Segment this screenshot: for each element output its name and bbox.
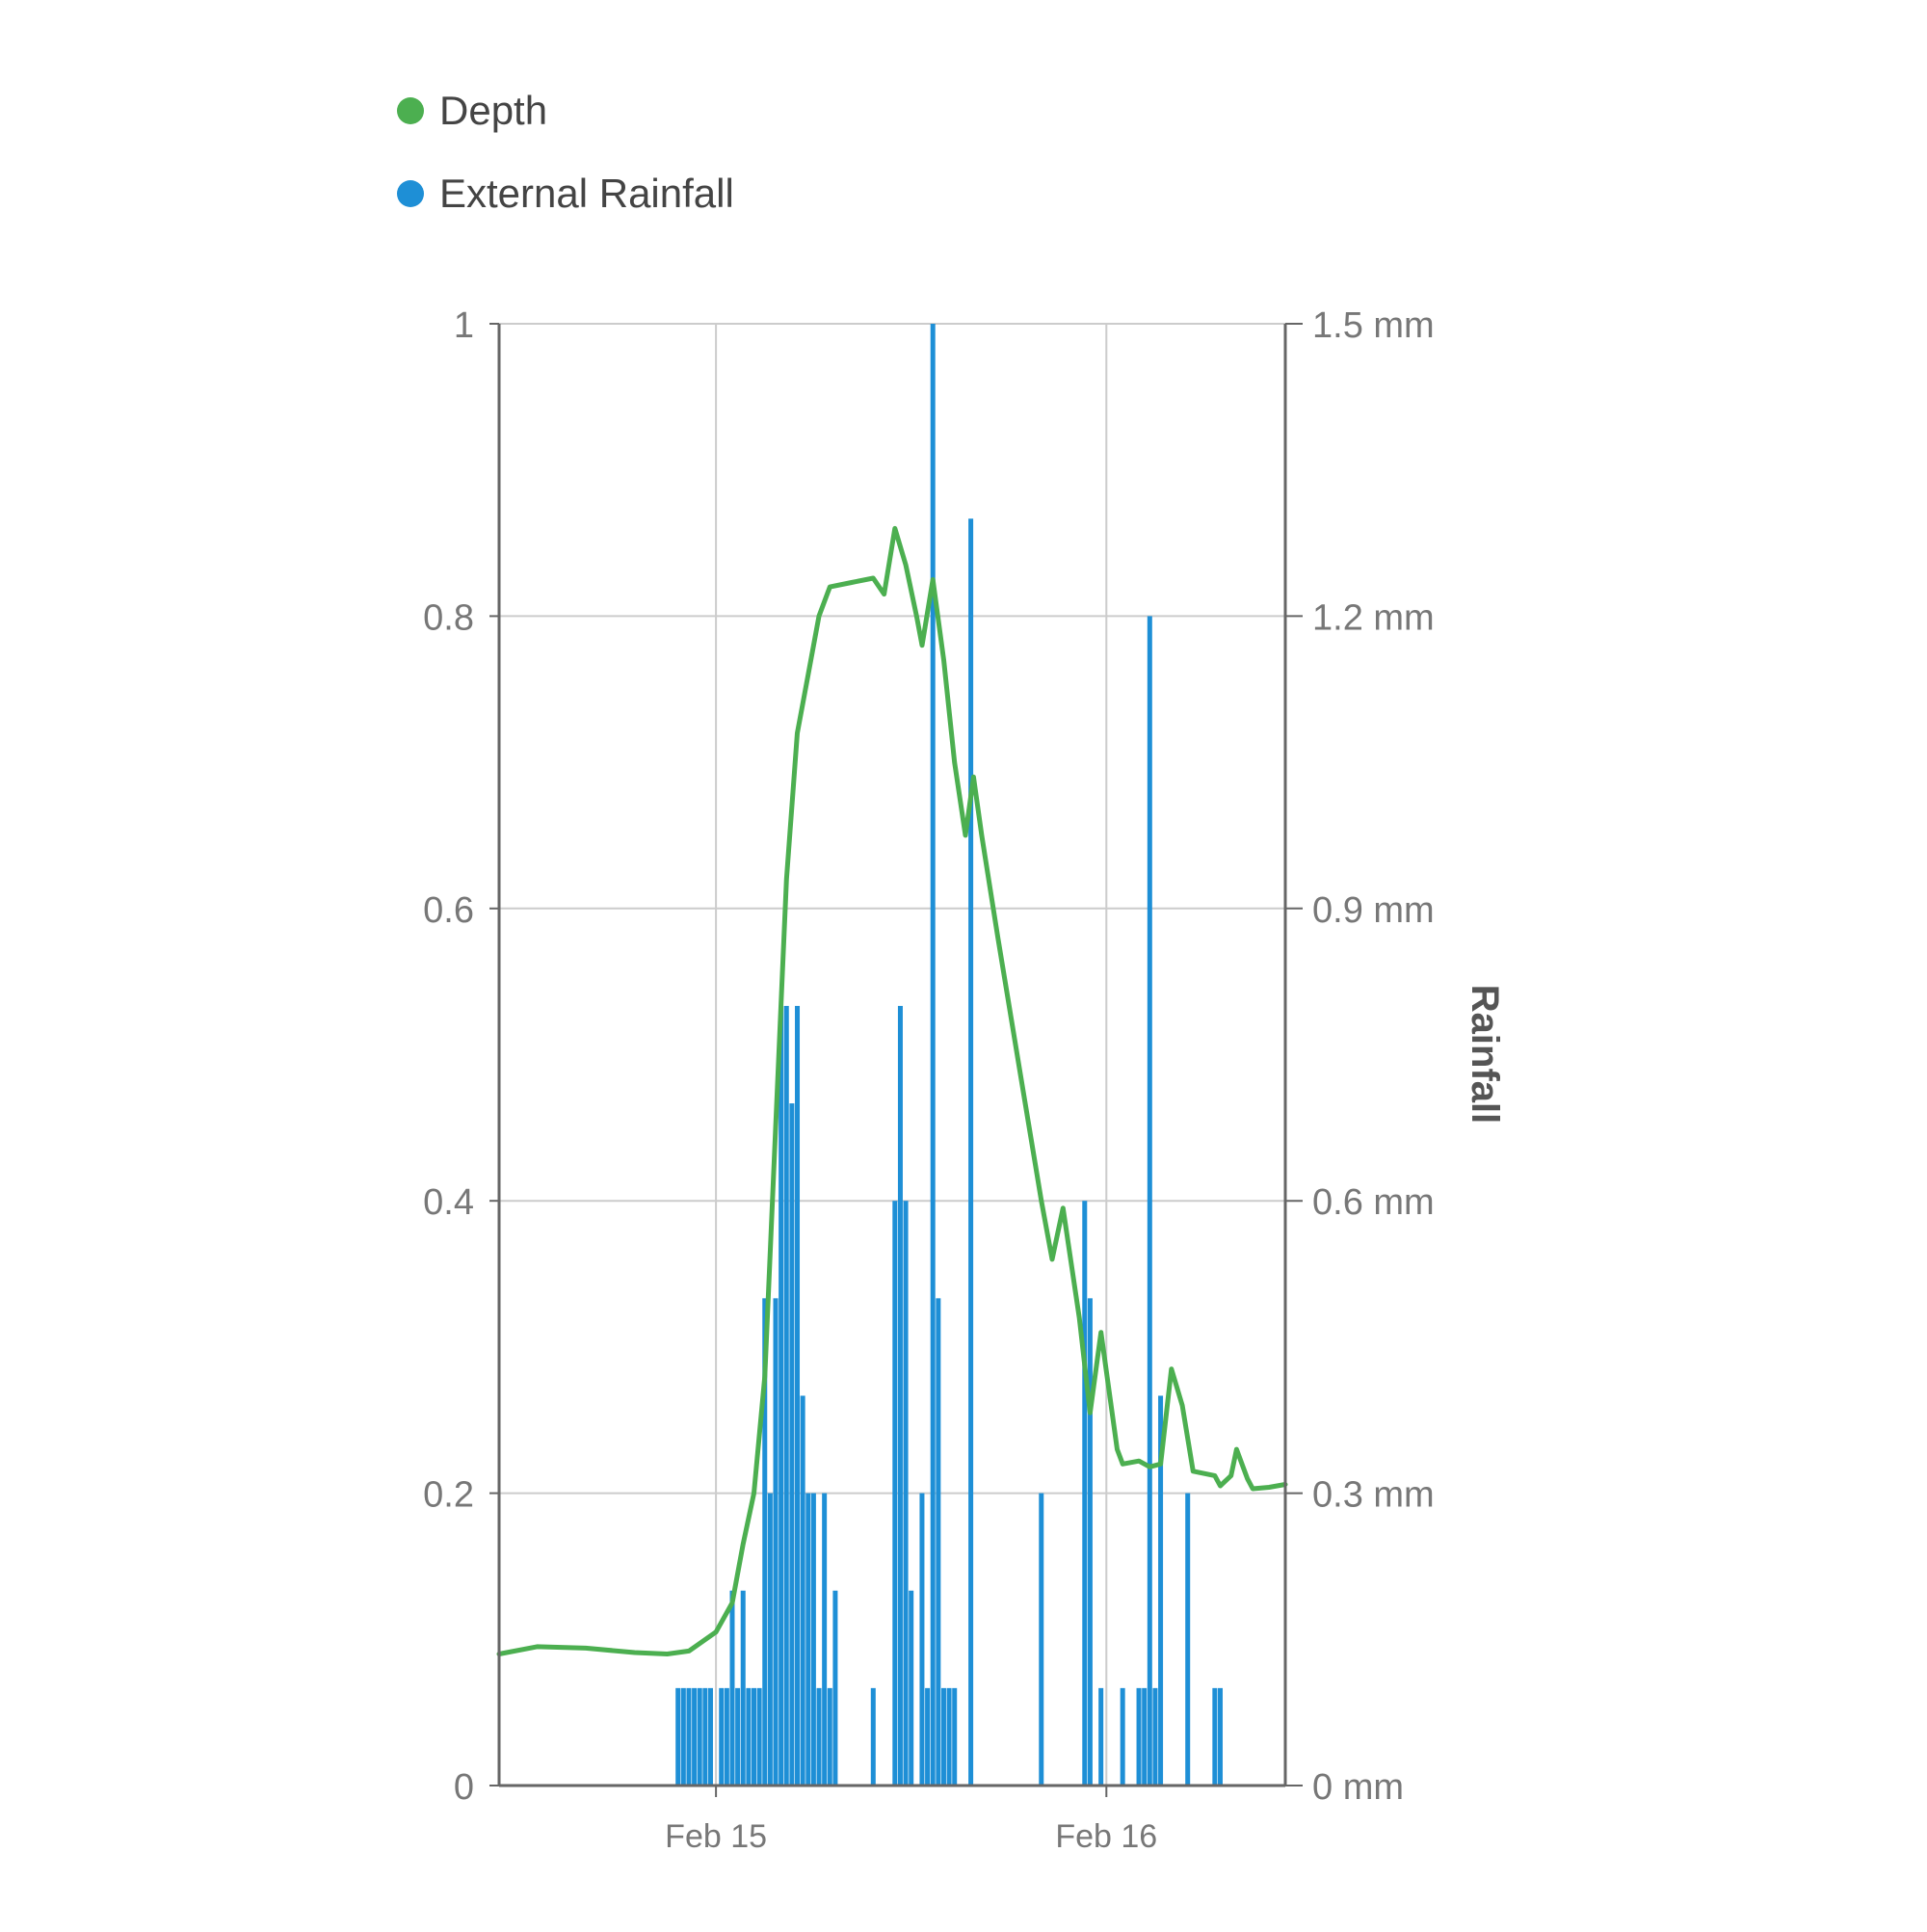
rainfall-bar [1212,1687,1218,1786]
rainfall-bar [822,1493,828,1786]
rainfall-bar [724,1687,729,1786]
rainfall-bar [800,1395,805,1786]
grid-lines [499,323,1285,1786]
rainfall-bar [952,1687,958,1786]
rainfall-bar [740,1590,746,1786]
rainfall-bar [767,1493,773,1786]
left-y-tick-label: 0.4 [423,1182,474,1223]
legend: Depth External Rainfall [397,69,734,235]
rainfall-bar [773,1298,779,1786]
rainfall-bar [697,1687,702,1786]
rainfall-bar [751,1687,756,1786]
rainfall-bar [692,1687,698,1786]
rainfall-bar [795,1005,801,1786]
rainfall-bar [1098,1687,1104,1786]
rainfall-bar [832,1590,838,1786]
rainfall-bar [1120,1687,1125,1786]
depth-line [496,525,1288,1656]
depth-legend-dot-icon [397,97,424,124]
rainfall-bar [925,1687,931,1786]
left-y-tick-label: 0 [454,1767,474,1808]
rainfall-bar [810,1493,816,1786]
legend-label-external-rainfall: External Rainfall [439,171,734,216]
x-tick-label: Feb 15 [665,1818,767,1855]
axes [489,323,1303,1797]
rainfall-bar [897,1005,903,1786]
rainfall-bar [756,1687,762,1786]
rainfall-bar [1152,1687,1158,1786]
rainfall-bar [1136,1687,1142,1786]
rainfall-bar [1217,1687,1223,1786]
rainfall-bar [686,1687,692,1786]
rainfall-bar [946,1687,952,1786]
rainfall-bar [1142,1687,1148,1786]
right-y-tick-label: 0.9 mm [1312,890,1435,931]
tick-labels: 0 0.2 0.4 0.6 0.8 1 0 mm 0.3 mm 0.6 mm 0.9 mm 1.2 … [423,305,1506,1855]
rainfall-bar [779,1005,784,1786]
rainfall-bar [789,1103,795,1786]
left-y-tick-label: 0.8 [423,597,474,638]
rainfall-bar [702,1687,708,1786]
rainfall-bar [805,1493,811,1786]
rainfall-bar [719,1687,725,1786]
rainfall-bar [735,1687,741,1786]
rainfall-bar [919,1493,925,1786]
legend-label-depth: Depth [439,88,548,133]
rainfall-bar [1087,1298,1093,1786]
depth-line-layer [496,525,1288,1656]
right-y-tick-label: 1.2 mm [1312,597,1435,638]
right-y-tick-label: 0.6 mm [1312,1182,1435,1223]
left-y-tick-label: 1 [454,305,474,346]
rainfall-bar [892,1201,898,1786]
rainfall-bar [680,1687,686,1786]
rainfall-bar [816,1687,822,1786]
right-y-tick-label: 0.3 mm [1312,1475,1435,1516]
x-tick-label: Feb 16 [1055,1818,1157,1855]
rainfall-legend-dot-icon [397,180,424,207]
legend-item-depth[interactable]: Depth [397,69,734,152]
left-y-tick-label: 0.6 [423,890,474,931]
rainfall-bar [729,1590,735,1786]
rainfall-bar [783,1005,789,1786]
rainfall-bar [936,1298,941,1786]
rainfall-bar [1082,1201,1088,1786]
rainfall-bar [1039,1493,1044,1786]
rainfall-bar [675,1687,681,1786]
rainfall-bar [827,1687,832,1786]
rainfall-bar [1147,616,1152,1786]
right-y-axis-title: Rainfall [1464,985,1506,1124]
right-y-tick-label: 0 mm [1312,1767,1404,1808]
legend-item-external-rainfall[interactable]: External Rainfall [397,152,734,235]
rainfall-bar [940,1687,946,1786]
rainfall-bar [870,1687,876,1786]
rainfall-bar [909,1590,914,1786]
rainfall-bar [930,324,936,1786]
rainfall-bar [762,1298,768,1786]
rainfall-bar [1158,1395,1164,1786]
right-y-tick-label: 1.5 mm [1312,305,1435,346]
rainfall-bars [675,324,1223,1786]
left-y-tick-label: 0.2 [423,1475,474,1516]
rainfall-bar [746,1687,752,1786]
rainfall-bar [968,518,974,1786]
rainfall-bar [903,1201,909,1786]
rainfall-bar [707,1687,713,1786]
rainfall-bar [1185,1493,1191,1786]
